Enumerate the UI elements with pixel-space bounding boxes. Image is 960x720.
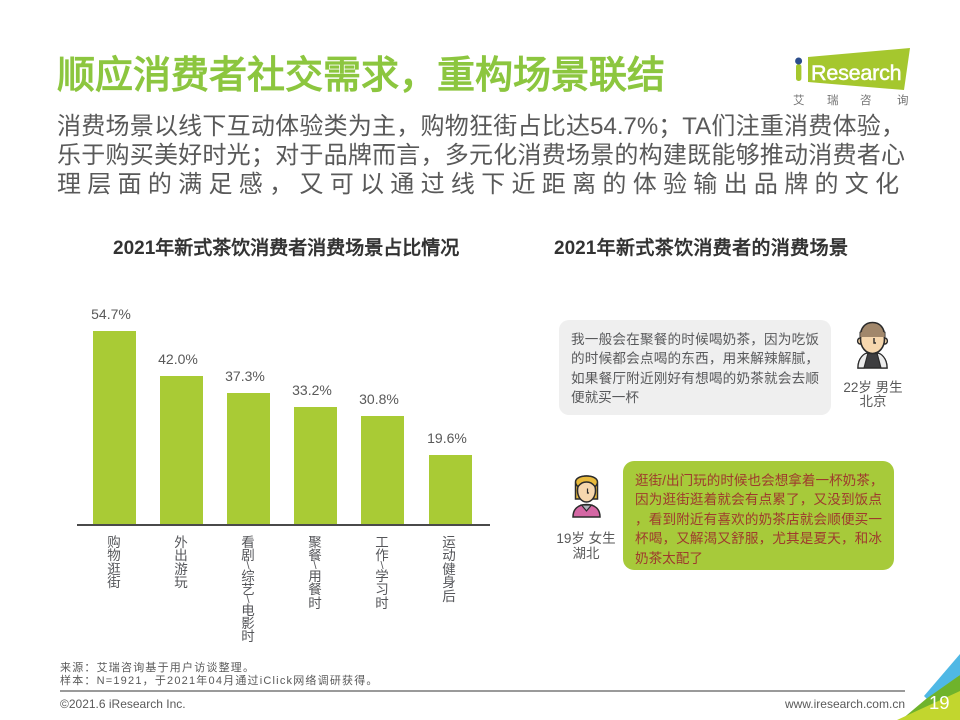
svg-text:询: 询 (897, 94, 909, 107)
svg-text:19: 19 (929, 692, 950, 713)
svg-text:瑞: 瑞 (827, 93, 839, 107)
svg-text:咨: 咨 (860, 93, 872, 107)
svg-text:艾: 艾 (793, 94, 805, 107)
svg-text:Research: Research (811, 61, 901, 85)
